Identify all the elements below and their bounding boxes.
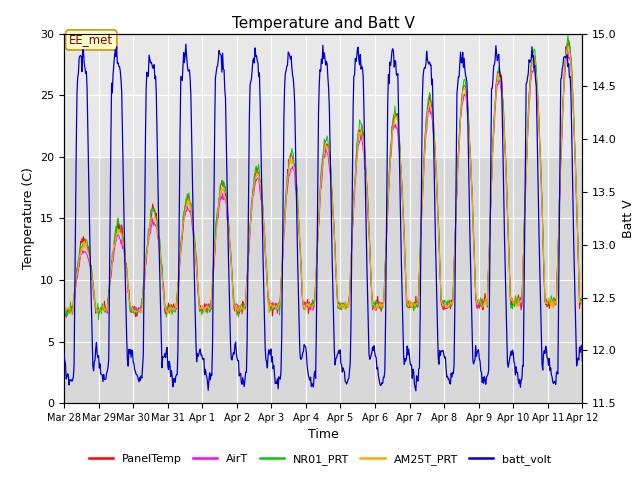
X-axis label: Time: Time [308, 429, 339, 442]
Bar [64, 34, 582, 157]
Title: Temperature and Batt V: Temperature and Batt V [232, 16, 415, 31]
Legend: PanelTemp, AirT, NR01_PRT, AM25T_PRT, batt_volt: PanelTemp, AirT, NR01_PRT, AM25T_PRT, ba… [84, 450, 556, 469]
Text: EE_met: EE_met [69, 34, 113, 47]
Y-axis label: Temperature (C): Temperature (C) [22, 168, 35, 269]
Y-axis label: Batt V: Batt V [623, 199, 636, 238]
